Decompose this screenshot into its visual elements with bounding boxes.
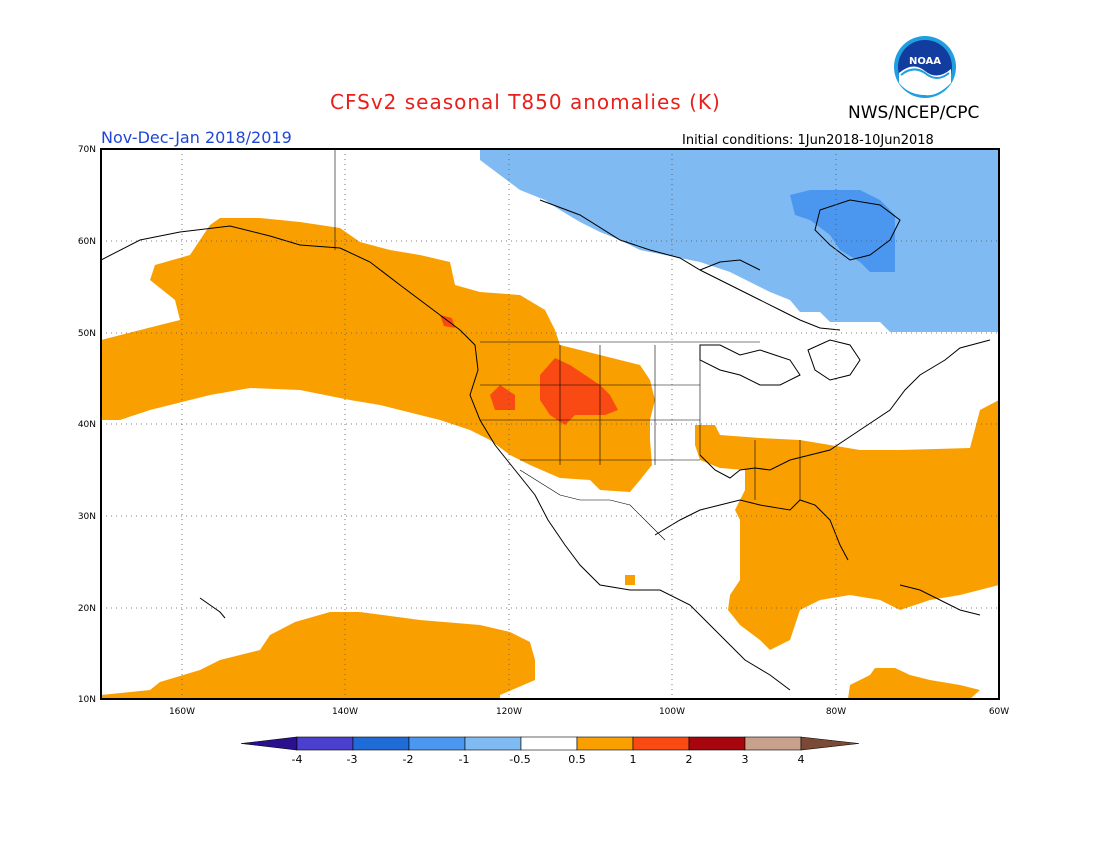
colorbar-label: -1	[459, 753, 470, 766]
colorbar-swatch	[464, 736, 522, 751]
colorbar-label: -2	[403, 753, 414, 766]
colorbar-label: 2	[686, 753, 693, 766]
colorbar-label: -3	[347, 753, 358, 766]
colorbar-swatch	[296, 736, 354, 751]
gridlines	[101, 149, 999, 699]
lon-label: 100W	[659, 707, 685, 717]
colorbar-swatch	[744, 736, 802, 751]
map-title: CFSv2 seasonal T850 anomalies (K)	[330, 90, 721, 114]
warm-anomaly-gulf-speck	[625, 575, 635, 585]
noaa-logo-text: NOAA	[909, 56, 941, 67]
anomaly-fields	[101, 149, 999, 699]
lon-label: 60W	[989, 707, 1009, 717]
lon-label: 120W	[496, 707, 522, 717]
lat-label: 30N	[78, 512, 96, 522]
lat-label: 40N	[78, 420, 96, 430]
colorbar-swatch	[352, 736, 410, 751]
colorbar-swatch	[576, 736, 634, 751]
colorbar-label: 0.5	[568, 753, 586, 766]
initial-conditions: Initial conditions: 1Jun2018-10Jun2018	[682, 133, 934, 148]
noaa-logo: NOAA	[894, 36, 956, 98]
longitude-labels: 160W 140W 120W 100W 80W 60W	[169, 707, 1009, 717]
map-frame	[100, 148, 1000, 700]
lat-label: 60N	[78, 237, 96, 247]
political-boundaries	[334, 149, 801, 541]
colorbar-swatch	[688, 736, 746, 751]
strong-cold-anomaly-region	[790, 190, 895, 272]
colorbar-swatch	[800, 736, 860, 751]
colorbar-swatch	[240, 736, 298, 751]
colorbar-label: 3	[742, 753, 749, 766]
lon-label: 140W	[332, 707, 358, 717]
moderate-warm-anomaly	[540, 358, 618, 425]
warm-anomaly-caribbean-south	[848, 668, 980, 699]
colorbar-swatch	[632, 736, 690, 751]
colorbar-swatch	[408, 736, 466, 751]
warm-anomaly-southeast	[695, 400, 999, 650]
colorbar-label: 1	[630, 753, 637, 766]
warm-anomaly-tropical-pacific	[101, 612, 535, 699]
lon-label: 80W	[826, 707, 846, 717]
organization-label: NWS/NCEP/CPC	[848, 103, 980, 123]
colorbar-label: -0.5	[509, 753, 530, 766]
warm-anomaly-northwest	[101, 218, 655, 492]
moderate-warm-anomaly-west	[490, 385, 515, 410]
latitude-labels: 70N 60N 50N 40N 30N 20N 10N	[78, 145, 96, 705]
forecast-period: Nov-Dec-Jan 2018/2019	[101, 128, 292, 147]
lat-label: 20N	[78, 604, 96, 614]
lat-label: 10N	[78, 695, 96, 705]
colorbar	[240, 736, 860, 751]
lat-label: 70N	[78, 145, 96, 155]
colorbar-label: 4	[798, 753, 805, 766]
colorbar-swatch	[520, 736, 578, 751]
colorbar-labels: -4 -3 -2 -1 -0.5 0.5 1 2 3 4	[292, 753, 805, 766]
lon-label: 160W	[169, 707, 195, 717]
colorbar-label: -4	[292, 753, 303, 766]
lat-label: 50N	[78, 329, 96, 339]
